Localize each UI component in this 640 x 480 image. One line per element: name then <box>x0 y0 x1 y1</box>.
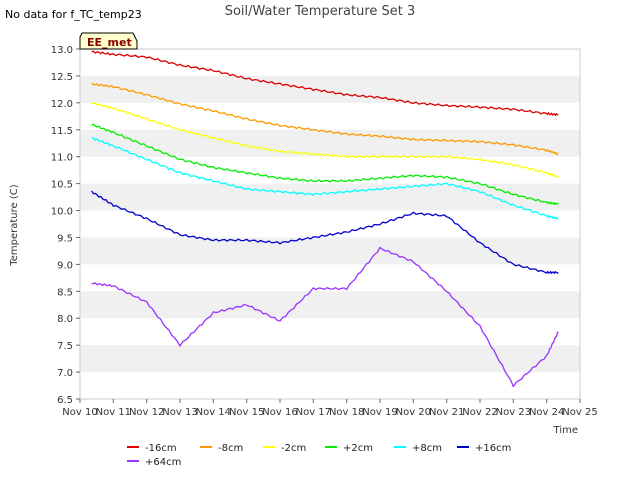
x-tick-label: Nov 14 <box>196 407 231 418</box>
x-tick-label: Nov 10 <box>62 407 97 418</box>
legend-label: -2cm <box>281 443 306 454</box>
grid-band <box>80 183 580 211</box>
legend: -16cm -8cm -2cm +2cm +8cm +16cm +64cm <box>127 443 511 468</box>
x-axis-label: Time <box>553 425 578 436</box>
y-tick-label: 7.5 <box>57 341 73 352</box>
x-tick-label: Nov 25 <box>562 407 597 418</box>
y-tick-label: 10.0 <box>51 207 73 218</box>
x-tick-label: Nov 19 <box>362 407 397 418</box>
site-badge-shape <box>79 32 138 50</box>
legend-label: +2cm <box>343 443 373 454</box>
y-tick-label: 8.0 <box>57 314 73 325</box>
series-line-16cm <box>91 190 559 275</box>
series-line-2cm <box>91 102 559 179</box>
legend-label: +16cm <box>475 443 511 454</box>
y-tick-label: 9.0 <box>57 260 73 271</box>
series-line-64cm <box>91 246 559 388</box>
x-tick-label: Nov 15 <box>229 407 264 418</box>
grid-band <box>80 291 580 319</box>
site-badge: EE_met <box>79 32 138 50</box>
x-tick-label: Nov 21 <box>429 407 464 418</box>
plot-frame <box>79 48 581 400</box>
y-tick-label: 7.0 <box>57 368 73 379</box>
grid-band <box>80 237 580 265</box>
x-tick-label: Nov 24 <box>529 407 564 418</box>
legend-label: +64cm <box>145 457 181 468</box>
series-lines <box>91 50 559 388</box>
y-tick-label: 12.5 <box>51 72 73 83</box>
legend-label: +8cm <box>412 443 442 454</box>
y-tick-label: 11.0 <box>51 153 73 164</box>
x-tick-label: Nov 18 <box>329 407 364 418</box>
grid-band <box>80 129 580 157</box>
y-tick-label: 6.5 <box>57 395 73 406</box>
status-note: No data for f_TC_temp23 <box>5 8 142 21</box>
series-line-8cm <box>91 136 559 220</box>
x-tick-label: Nov 17 <box>296 407 331 418</box>
y-tick-label: 13.0 <box>51 45 73 56</box>
legend-label: -8cm <box>218 443 243 454</box>
x-tick-label: Nov 13 <box>162 407 197 418</box>
series-line-16cm <box>91 50 559 117</box>
x-tick-label: Nov 11 <box>96 407 131 418</box>
x-tick-label: Nov 12 <box>129 407 164 418</box>
y-axis-label: Temperature (C) <box>9 184 20 266</box>
background-bands <box>80 75 580 373</box>
grid-band <box>80 75 580 103</box>
chart-title: Soil/Water Temperature Set 3 <box>225 4 416 19</box>
x-tick-label: Nov 23 <box>496 407 531 418</box>
y-tick-label: 8.5 <box>57 287 73 298</box>
y-tick-label: 12.0 <box>51 99 73 110</box>
grid-band <box>80 345 580 373</box>
series-line-2cm <box>91 123 559 205</box>
y-tick-label: 10.5 <box>51 180 73 191</box>
series-line-8cm <box>91 82 559 156</box>
y-tick-label: 11.5 <box>51 126 73 137</box>
y-tick-label: 9.5 <box>57 233 73 244</box>
x-tick-label: Nov 16 <box>262 407 297 418</box>
x-tick-label: Nov 20 <box>396 407 431 418</box>
x-tick-label: Nov 22 <box>462 407 497 418</box>
legend-label: -16cm <box>145 443 177 454</box>
site-badge-label: EE_met <box>87 36 132 49</box>
y-axis-ticks: 6.5 7.0 7.5 8.0 8.5 9.0 9.5 10.0 10.5 11.0 11.5 12.… <box>51 45 80 406</box>
